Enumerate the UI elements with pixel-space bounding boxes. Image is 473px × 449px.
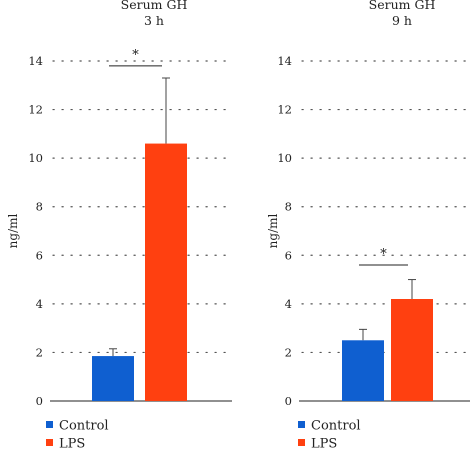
- y-tick-label: 2: [285, 345, 292, 359]
- y-tick-label: 4: [285, 297, 292, 311]
- chart-title: Serum GH: [121, 0, 188, 12]
- legend-label-lps: LPS: [59, 437, 85, 449]
- legend-swatch-lps: [46, 439, 53, 446]
- chart-subtitle: 3 h: [144, 13, 164, 28]
- y-tick-label: 0: [36, 394, 43, 408]
- y-tick-label: 10: [277, 151, 292, 165]
- y-tick-label: 4: [36, 297, 43, 311]
- y-tick-label: 12: [28, 103, 43, 117]
- chart-title: Serum GH: [369, 0, 436, 12]
- y-tick-label: 12: [277, 103, 292, 117]
- y-axis-label: ng/ml: [6, 214, 20, 249]
- bar-control: [342, 340, 384, 401]
- bar-lps: [145, 143, 187, 402]
- legend-label-lps: LPS: [311, 437, 337, 449]
- y-tick-label: 8: [285, 200, 292, 214]
- significance-star: *: [380, 247, 387, 262]
- bar-control: [92, 356, 134, 401]
- y-tick-label: 14: [277, 54, 292, 68]
- y-tick-label: 2: [36, 345, 43, 359]
- y-tick-label: 6: [36, 248, 43, 262]
- chart-panel-2: Serum GH9 h ng/ml 0 2 4 6 8 10 12 14 * Control LPS: [266, 0, 471, 449]
- legend-label-control: Control: [59, 419, 109, 434]
- y-tick-label: 8: [36, 200, 43, 214]
- significance-star: *: [132, 48, 139, 63]
- y-tick-label: 6: [285, 248, 292, 262]
- chart-subtitle: 9 h: [392, 13, 412, 28]
- legend-swatch-lps: [298, 439, 305, 446]
- y-tick-label: 0: [285, 394, 292, 408]
- legend-swatch-control: [46, 421, 53, 428]
- y-tick-label: 14: [28, 54, 43, 68]
- legend-label-control: Control: [311, 419, 361, 434]
- legend-swatch-control: [298, 421, 305, 428]
- y-axis-label: ng/ml: [266, 214, 280, 249]
- y-tick-label: 10: [28, 151, 43, 165]
- bar-lps: [391, 299, 433, 401]
- chart-panel-1: Serum GH3 h ng/ml 0 2 4 6 8 10 12 14 * Control LPS: [6, 0, 233, 449]
